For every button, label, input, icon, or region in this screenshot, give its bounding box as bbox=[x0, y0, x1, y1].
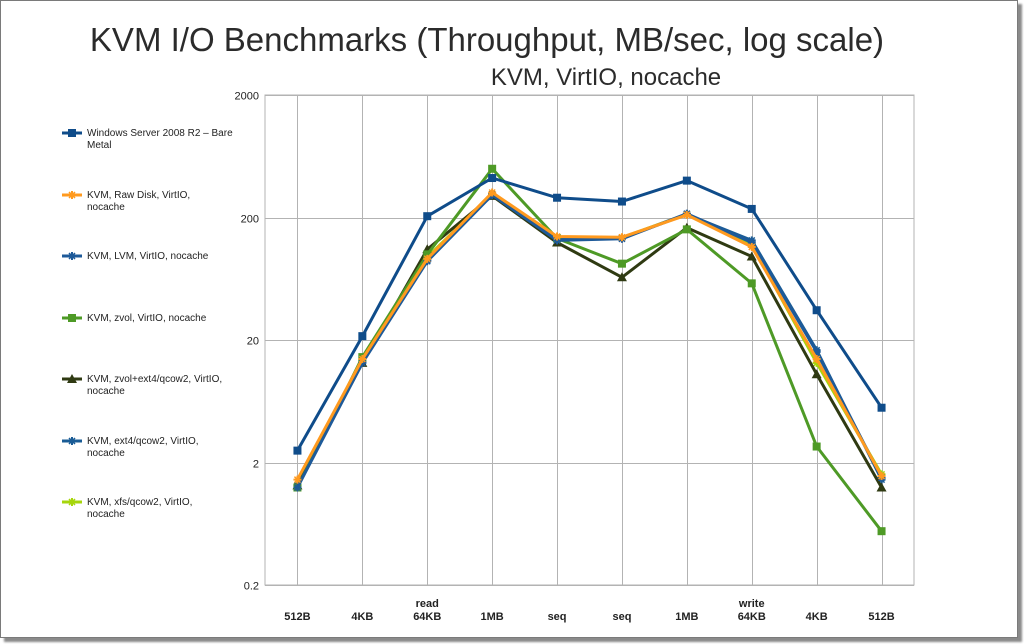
data-point bbox=[812, 354, 821, 363]
data-point bbox=[617, 197, 626, 206]
data-point bbox=[553, 232, 562, 241]
series-line bbox=[296, 193, 883, 489]
data-point bbox=[617, 233, 626, 242]
legend-label: nocache bbox=[87, 448, 125, 459]
y-tick-label: 200 bbox=[241, 214, 259, 226]
series-line bbox=[296, 167, 883, 533]
legend-label: nocache bbox=[87, 386, 125, 397]
legend-label: KVM, zvol, VirtIO, nocache bbox=[87, 313, 207, 324]
data-point bbox=[488, 174, 497, 183]
data-point bbox=[423, 254, 432, 263]
y-tick-label: 2 bbox=[253, 459, 259, 471]
data-point bbox=[812, 442, 821, 451]
data-point bbox=[812, 306, 821, 315]
series-1 bbox=[293, 174, 886, 455]
data-point bbox=[747, 242, 756, 251]
data-point bbox=[553, 193, 562, 202]
legend-marker bbox=[68, 129, 76, 137]
data-point bbox=[358, 354, 367, 363]
data-point bbox=[877, 403, 886, 412]
legend-label: nocache bbox=[87, 509, 125, 520]
series-2 bbox=[293, 188, 886, 484]
legend-marker bbox=[68, 314, 76, 322]
legend-entry: KVM, zvol, VirtIO, nocache bbox=[62, 313, 207, 324]
data-point bbox=[488, 188, 497, 197]
data-point bbox=[488, 164, 497, 173]
data-point bbox=[811, 369, 822, 379]
y-tick-label: 20 bbox=[247, 336, 259, 348]
legend-marker bbox=[68, 191, 76, 199]
legend-marker bbox=[67, 374, 77, 383]
legend-label: Metal bbox=[87, 140, 111, 151]
data-point bbox=[617, 259, 626, 268]
x-tick-label: 512B bbox=[868, 611, 894, 623]
x-tick-label: seq bbox=[548, 611, 567, 623]
data-point bbox=[682, 176, 691, 185]
legend-label: KVM, ext4/qcow2, VirtIO, bbox=[87, 436, 199, 447]
chart-subtitle: KVM, VirtIO, nocache bbox=[491, 64, 721, 91]
y-tick-label: 2000 bbox=[235, 91, 259, 103]
y-tick-label: 0.2 bbox=[244, 581, 259, 593]
x-tick-label: 1MB bbox=[481, 611, 504, 623]
legend-label: KVM, LVM, VirtIO, nocache bbox=[87, 251, 209, 262]
data-point bbox=[616, 272, 627, 282]
legend-label: Windows Server 2008 R2 – Bare bbox=[87, 128, 233, 139]
x-tick-label-group: write bbox=[738, 598, 765, 610]
grid bbox=[264, 94, 915, 586]
x-tick-label: seq bbox=[612, 611, 631, 623]
data-point bbox=[876, 482, 887, 492]
legend-entry: KVM, ext4/qcow2, VirtIO,nocache bbox=[62, 436, 199, 459]
x-tick-label: 512B bbox=[284, 611, 310, 623]
x-tick-label: 64KB bbox=[738, 611, 766, 623]
data-point bbox=[423, 250, 432, 259]
x-tick-label: 64KB bbox=[413, 611, 441, 623]
data-point bbox=[423, 212, 432, 221]
legend-entry: KVM, Raw Disk, VirtIO,nocache bbox=[62, 190, 190, 213]
x-tick-label-group: read bbox=[416, 598, 439, 610]
data-point bbox=[747, 279, 756, 288]
legend-marker bbox=[68, 437, 76, 445]
series-line bbox=[296, 176, 883, 452]
data-point bbox=[293, 446, 302, 455]
chart-title: KVM I/O Benchmarks (Throughput, MB/sec, … bbox=[90, 21, 884, 58]
data-point bbox=[293, 483, 302, 492]
data-point bbox=[877, 472, 886, 481]
x-tick-label: 4KB bbox=[806, 611, 828, 623]
legend-label: KVM, Raw Disk, VirtIO, bbox=[87, 190, 190, 201]
data-point bbox=[293, 475, 302, 484]
data-point bbox=[358, 332, 367, 341]
data-point bbox=[877, 527, 886, 536]
series-line bbox=[296, 191, 883, 481]
legend-marker bbox=[68, 252, 76, 260]
legend-entry: KVM, zvol+ext4/qcow2, VirtIO,nocache bbox=[62, 374, 222, 397]
data-point bbox=[746, 251, 757, 261]
legend-label: KVM, zvol+ext4/qcow2, VirtIO, bbox=[87, 374, 222, 385]
x-tick-label: 1MB bbox=[675, 611, 698, 623]
legend-entry: KVM, LVM, VirtIO, nocache bbox=[62, 251, 209, 262]
x-tick-label: 4KB bbox=[351, 611, 373, 623]
legend-marker bbox=[68, 498, 76, 506]
series-layer bbox=[292, 164, 887, 536]
legend-label: nocache bbox=[87, 202, 125, 213]
legend-label: KVM, xfs/qcow2, VirtIO, bbox=[87, 497, 192, 508]
data-point bbox=[682, 210, 691, 219]
data-point bbox=[747, 204, 756, 213]
legend-entry: KVM, xfs/qcow2, VirtIO,nocache bbox=[62, 497, 192, 520]
data-point bbox=[682, 225, 691, 234]
